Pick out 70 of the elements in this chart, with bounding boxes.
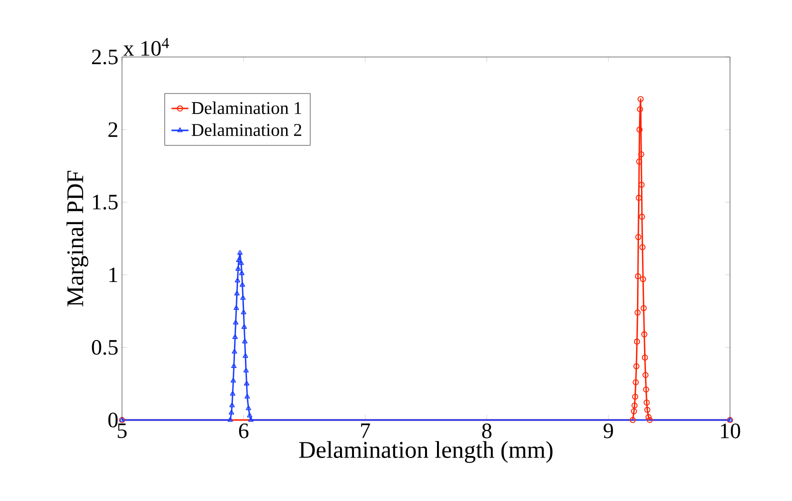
- y-tick-label: 2.5: [92, 50, 118, 64]
- point: [632, 402, 638, 409]
- point: [630, 416, 636, 424]
- point: [641, 331, 648, 338]
- point: [634, 273, 641, 280]
- y-tick-label: 1: [109, 268, 118, 282]
- point: [640, 276, 646, 282]
- legend-label: Delamination 2: [192, 123, 302, 136]
- point: [638, 151, 644, 158]
- x-tick-label: 7: [361, 424, 370, 438]
- point: [636, 106, 644, 112]
- point: [240, 282, 246, 287]
- y-axis-title: Marginal PDF: [66, 170, 88, 306]
- point: [246, 412, 252, 418]
- point: [237, 250, 243, 255]
- point: [636, 194, 642, 201]
- point: [244, 394, 250, 399]
- point: [636, 158, 642, 165]
- point: [632, 394, 638, 400]
- y-tick-label: 1.5: [93, 194, 118, 210]
- point: [230, 390, 236, 396]
- point: [635, 234, 642, 240]
- legend-label: Delamination 1: [192, 101, 302, 114]
- point: [643, 386, 650, 393]
- point: [234, 305, 239, 310]
- x-tick-label: 8: [482, 424, 492, 438]
- point: [642, 354, 648, 361]
- point: [234, 290, 240, 296]
- text: x 10$^{4}$: [123, 38, 169, 56]
- point: [232, 334, 238, 339]
- x-axis-title: Delamination length (mm): [299, 441, 552, 463]
- y-tick-label: 0: [108, 412, 118, 428]
- point: [645, 414, 652, 420]
- point: [230, 378, 236, 383]
- point: [646, 416, 653, 424]
- x-tick-label: 10: [720, 424, 740, 438]
- point: [231, 363, 237, 368]
- point: [242, 338, 248, 344]
- point: [636, 126, 643, 133]
- point: [244, 380, 250, 386]
- point: [242, 353, 248, 358]
- x-tick-label: 5: [118, 424, 127, 438]
- point: [232, 348, 238, 354]
- point: [642, 372, 649, 378]
- point: [246, 405, 252, 410]
- point: [644, 400, 650, 406]
- point: [228, 416, 233, 422]
- point: [239, 270, 244, 276]
- point: [233, 320, 238, 324]
- point: [638, 96, 644, 102]
- point: [634, 310, 641, 316]
- point: [638, 214, 646, 220]
- point: [235, 266, 241, 271]
- y-tick-label: 0.5: [92, 340, 118, 355]
- y-tick-label: 2: [108, 122, 118, 137]
- point: [630, 408, 637, 414]
- point: [242, 324, 247, 329]
- point: [228, 410, 234, 414]
- point: [243, 368, 249, 372]
- point: [234, 278, 240, 282]
- point: [240, 310, 246, 314]
- point: [640, 305, 647, 312]
- point: [633, 363, 640, 370]
- x-tick-label: 9: [604, 424, 613, 438]
- point: [639, 244, 646, 250]
- point: [632, 379, 639, 386]
- x-tick-label: 6: [239, 424, 248, 438]
- point: [634, 338, 640, 345]
- point: [644, 406, 650, 413]
- point: [248, 416, 254, 422]
